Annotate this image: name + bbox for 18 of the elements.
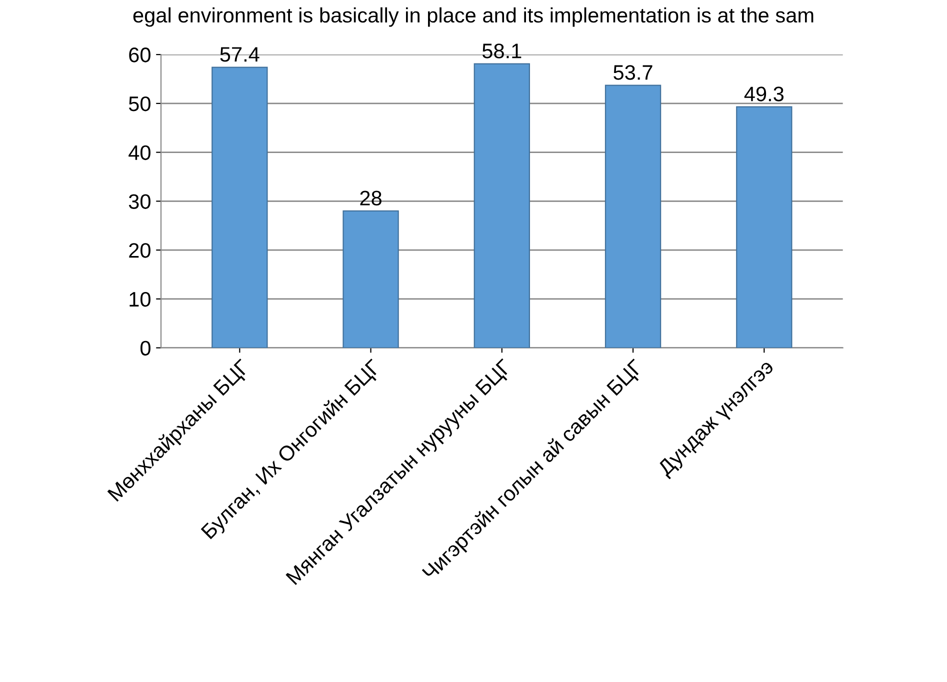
- y-tick-label: 60: [129, 48, 150, 62]
- y-tick-label: 10: [130, 292, 150, 307]
- data-label: 53.7: [614, 65, 652, 80]
- data-label: 28: [360, 190, 382, 206]
- data-label: 58.1: [482, 44, 522, 58]
- data-label: 49.3: [744, 86, 784, 102]
- bar: [342, 210, 399, 348]
- bar: [604, 84, 662, 348]
- y-tick-label: 40: [128, 145, 150, 160]
- bar: [474, 63, 530, 348]
- y-tick-label: 20: [129, 243, 150, 258]
- chart-title: egal environment is basically in place and its implementation is at the sam: [133, 7, 814, 27]
- bar: [736, 106, 792, 348]
- y-tick-label: 0: [140, 340, 150, 356]
- bar: [212, 66, 268, 348]
- y-tick-label: 50: [128, 96, 150, 112]
- data-label: 57.4: [220, 47, 260, 62]
- y-tick-label: 30: [128, 194, 150, 209]
